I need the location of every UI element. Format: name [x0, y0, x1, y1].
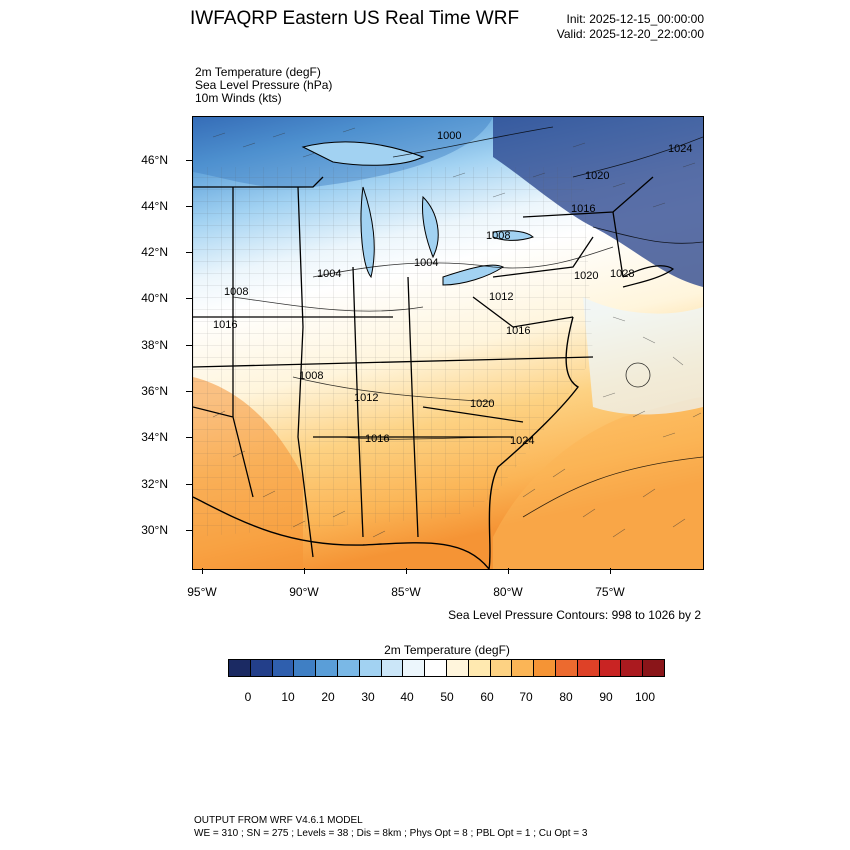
isobar-label: 1024: [510, 435, 534, 447]
isobar-label: 1016: [571, 203, 595, 215]
lon-label: 75°W: [595, 585, 625, 599]
colorbar-swatch: [381, 660, 404, 676]
lat-label: 36°N: [141, 384, 168, 398]
colorbar-swatch: [446, 660, 469, 676]
isobar-label: 1024: [668, 143, 692, 155]
isobar-label: 1004: [414, 257, 438, 269]
field-label-winds: 10m Winds (kts): [195, 91, 282, 105]
valid-time: Valid: 2025-12-20_22:00:00: [556, 27, 704, 41]
colorbar-label: 60: [480, 690, 494, 704]
isobar-label: 1004: [317, 268, 341, 280]
lat-tick: [186, 160, 192, 161]
lat-label: 34°N: [141, 430, 168, 444]
colorbar-swatch: [272, 660, 295, 676]
colorbar-swatch: [599, 660, 622, 676]
lat-label: 40°N: [141, 291, 168, 305]
isobar-label: 1016: [365, 433, 389, 445]
colorbar-swatch: [555, 660, 578, 676]
colorbar-swatch: [577, 660, 600, 676]
isobar-label: 1020: [574, 270, 598, 282]
lon-label: 95°W: [187, 585, 217, 599]
colorbar-label: 80: [559, 690, 573, 704]
colorbar-swatch: [294, 660, 317, 676]
lon-tick: [610, 568, 611, 574]
footer-config-line: WE = 310 ; SN = 275 ; Levels = 38 ; Dis …: [194, 828, 588, 839]
colorbar-label: 100: [634, 690, 656, 704]
lat-tick: [186, 391, 192, 392]
lat-label: 32°N: [141, 477, 168, 491]
lat-label: 42°N: [141, 245, 168, 259]
field-label-pressure: Sea Level Pressure (hPa): [195, 78, 333, 92]
isobar-label: 1008: [299, 370, 323, 382]
colorbar-swatch: [468, 660, 491, 676]
colorbar-label: 90: [599, 690, 613, 704]
colorbar-swatch: [403, 660, 426, 676]
colorbar: [228, 659, 665, 677]
lat-tick: [186, 252, 192, 253]
lon-tick: [406, 568, 407, 574]
colorbar-label: 40: [400, 690, 414, 704]
colorbar-swatch: [337, 660, 360, 676]
colorbar-swatch: [250, 660, 273, 676]
contour-note: Sea Level Pressure Contours: 998 to 1026…: [448, 608, 701, 622]
isobar-labels: 1000 1020 1024 1016 1008 1004 1004 1008 …: [213, 130, 692, 447]
isobar-label: 1012: [489, 291, 513, 303]
lon-label: 80°W: [493, 585, 523, 599]
colorbar-swatch: [425, 660, 447, 676]
colorbar-swatch: [490, 660, 513, 676]
colorbar-swatch: [316, 660, 338, 676]
lon-label: 90°W: [289, 585, 319, 599]
colorbar-swatch: [534, 660, 556, 676]
isobar-label: 1028: [610, 268, 634, 280]
map-panel: 1000 1020 1024 1016 1008 1004 1004 1008 …: [192, 116, 704, 570]
isobar-label: 1016: [213, 319, 237, 331]
lat-label: 46°N: [141, 153, 168, 167]
isobar-label: 1020: [470, 398, 494, 410]
weather-map: 1000 1020 1024 1016 1008 1004 1004 1008 …: [193, 117, 703, 569]
lat-tick: [186, 484, 192, 485]
isobar-label: 1008: [224, 286, 248, 298]
lat-tick: [186, 206, 192, 207]
isobar-label: 1016: [506, 325, 530, 337]
lon-label: 85°W: [391, 585, 421, 599]
colorbar-swatch: [643, 660, 664, 676]
chart-title: IWFAQRP Eastern US Real Time WRF: [190, 8, 520, 29]
lon-tick: [508, 568, 509, 574]
lon-tick: [304, 568, 305, 574]
colorbar-label: 20: [321, 690, 335, 704]
isobar-label: 1012: [354, 392, 378, 404]
colorbar-swatch: [512, 660, 535, 676]
lat-tick: [186, 437, 192, 438]
colorbar-label: 50: [440, 690, 454, 704]
colorbar-swatch: [621, 660, 644, 676]
colorbar-label: 30: [361, 690, 375, 704]
lat-label: 44°N: [141, 199, 168, 213]
field-label-temperature: 2m Temperature (degF): [195, 65, 321, 79]
lat-label: 30°N: [141, 523, 168, 537]
isobar-label: 1000: [437, 130, 461, 142]
lat-tick: [186, 530, 192, 531]
isobar-label: 1008: [486, 230, 510, 242]
colorbar-swatch: [229, 660, 251, 676]
lat-tick: [186, 345, 192, 346]
footer-model-line: OUTPUT FROM WRF V4.6.1 MODEL: [194, 815, 363, 826]
init-time: Init: 2025-12-15_00:00:00: [566, 12, 704, 26]
lat-label: 38°N: [141, 338, 168, 352]
lat-tick: [186, 298, 192, 299]
colorbar-title: 2m Temperature (degF): [384, 643, 510, 657]
colorbar-swatch: [359, 660, 382, 676]
colorbar-label: 10: [281, 690, 295, 704]
colorbar-label: 0: [244, 690, 252, 704]
colorbar-label: 70: [519, 690, 533, 704]
lon-tick: [202, 568, 203, 574]
isobar-label: 1020: [585, 170, 609, 182]
